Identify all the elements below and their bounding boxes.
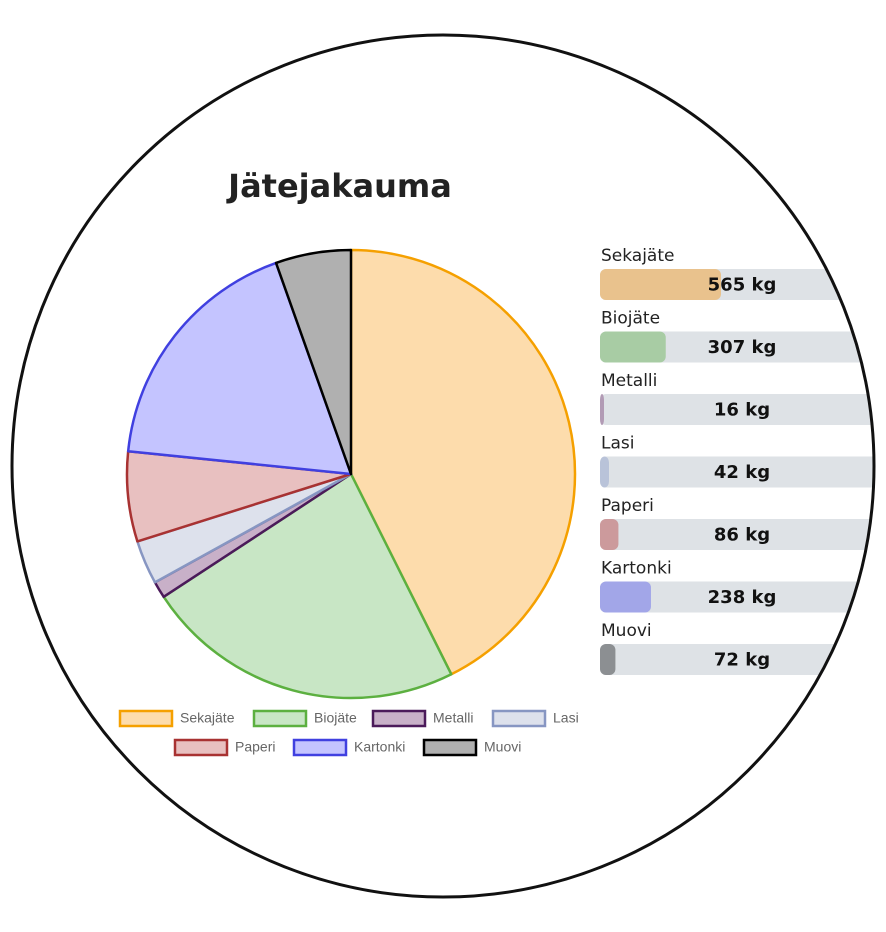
frame (10, 33, 876, 899)
bar-value: 565 kg (708, 275, 777, 296)
bar-value: 86 kg (714, 525, 770, 546)
bar-label: Biojäte (601, 309, 660, 329)
bar-track (600, 519, 874, 550)
bar-track (600, 644, 874, 675)
legend-swatch (422, 738, 478, 757)
legend-swatch (371, 709, 427, 728)
legend-label: Sekajäte (180, 710, 235, 726)
bar-track (600, 456, 874, 488)
legend-label: Paperi (235, 739, 275, 755)
bar-label: Muovi (601, 621, 652, 641)
bar-fill (600, 394, 604, 425)
bar-fill (600, 269, 722, 300)
pie-slice (349, 248, 577, 676)
bar-label: Lasi (601, 434, 634, 454)
legend-swatch (252, 709, 308, 728)
bar-track (600, 331, 874, 363)
pie-slice (162, 472, 453, 700)
content: Jätejakauma Sekajäte Biojäte Metalli Lasi Pa… (118, 167, 874, 757)
legend-label: Muovi (484, 739, 521, 755)
legend-label: Biojäte (314, 710, 357, 726)
bar-track (600, 581, 874, 613)
legend-label: Lasi (553, 710, 579, 726)
bar-value: 16 kg (714, 400, 770, 421)
legend-label: Kartonki (354, 739, 405, 755)
bar-fill (600, 519, 619, 550)
bar-label: Sekajäte (601, 246, 674, 266)
bar-fill (600, 644, 616, 675)
bar-value: 42 kg (714, 462, 770, 483)
bar-fill (600, 331, 666, 363)
legend-swatch (173, 738, 229, 757)
bar-label: Metalli (601, 371, 657, 391)
legend-label: Metalli (433, 710, 473, 726)
bar-fill (600, 456, 609, 488)
bar-value: 307 kg (708, 337, 777, 358)
bar-value: 72 kg (714, 650, 770, 671)
bar-label: Paperi (601, 496, 654, 516)
chart-title: Jätejakauma (226, 167, 452, 205)
pie-slice (274, 248, 353, 476)
bar-track (600, 394, 874, 425)
bar-value: 238 kg (708, 587, 777, 608)
legend-swatch (292, 738, 348, 757)
legend-swatch (491, 709, 547, 728)
pie-slice (126, 261, 353, 476)
legend-swatch (118, 709, 174, 728)
bar-label: Kartonki (601, 559, 672, 579)
bar-fill (600, 581, 651, 613)
